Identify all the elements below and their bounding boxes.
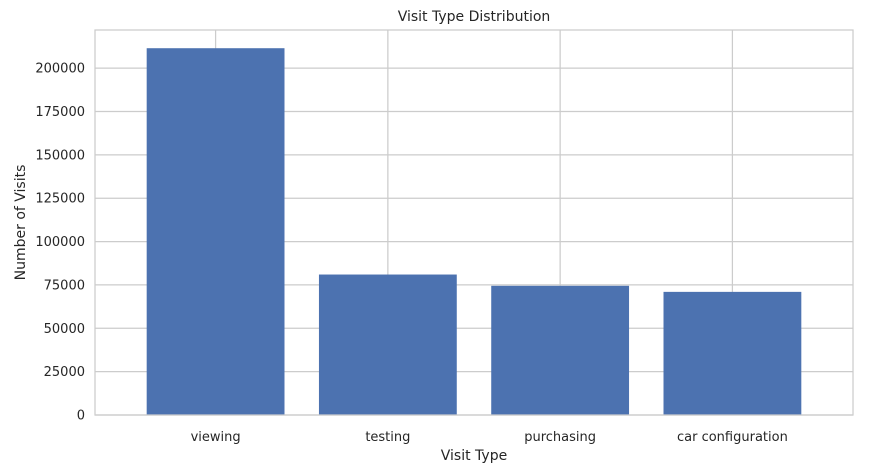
x-tick-label: testing bbox=[365, 430, 410, 445]
y-tick-label: 200000 bbox=[35, 62, 85, 77]
y-tick-label: 100000 bbox=[35, 235, 85, 250]
x-tick-label: purchasing bbox=[524, 430, 596, 445]
y-tick-labels: 0 25000 50000 75000 100000 125000 150000 175000… bbox=[35, 62, 85, 424]
y-tick-label: 125000 bbox=[35, 192, 85, 207]
bar-purchasing bbox=[491, 285, 630, 415]
y-tick-label: 150000 bbox=[35, 148, 85, 163]
y-axis-label: Number of Visits bbox=[13, 165, 29, 281]
plot-frame bbox=[94, 29, 854, 416]
y-tick-label: 175000 bbox=[35, 105, 85, 120]
x-tick-label: viewing bbox=[191, 430, 241, 445]
bar-car-configuration bbox=[663, 291, 802, 415]
y-tick-label: 50000 bbox=[44, 322, 85, 337]
chart-title: Visit Type Distribution bbox=[398, 9, 551, 25]
bars bbox=[146, 48, 802, 415]
x-tick-labels: viewing testing purchasing car configuratio… bbox=[191, 430, 788, 445]
y-tick-label: 0 bbox=[77, 409, 85, 424]
y-tick-label: 75000 bbox=[44, 278, 85, 293]
bar-testing bbox=[318, 274, 457, 415]
y-tick-label: 25000 bbox=[44, 365, 85, 380]
x-tick-label: car configuration bbox=[677, 430, 788, 445]
x-axis-label: Visit Type bbox=[441, 448, 507, 464]
bar-viewing bbox=[146, 48, 285, 415]
